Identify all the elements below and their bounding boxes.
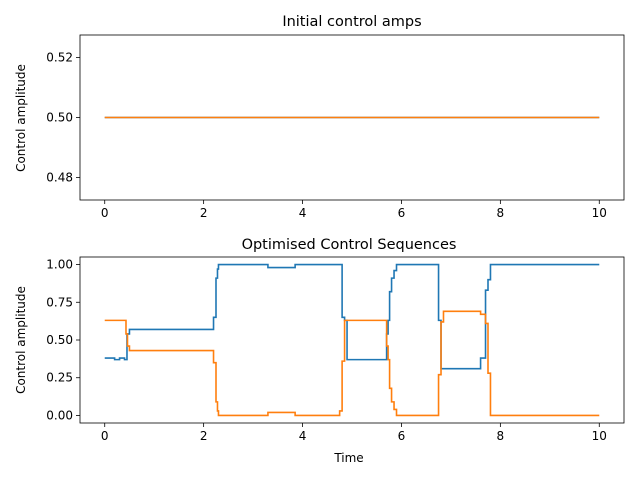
x-tick-label: 4: [299, 429, 307, 443]
x-tick-label: 4: [299, 206, 307, 220]
chart-title-top: Initial control amps: [282, 14, 421, 30]
y-tick-label: 0.48: [46, 171, 73, 185]
x-axis-label-bottom: Time: [333, 451, 363, 465]
plot-area-bottom: [80, 257, 624, 423]
y-tick-label: 0.25: [46, 371, 73, 385]
x-tick-label: 0: [101, 429, 109, 443]
plot-frame-top: [79, 34, 625, 201]
y-tick-label: 0.50: [46, 111, 73, 125]
x-tick-label: 0: [101, 206, 109, 220]
x-tick-label: 8: [497, 206, 505, 220]
x-tick-label: 2: [200, 429, 208, 443]
y-tick-label: 0.50: [46, 333, 73, 347]
chart-top: Initial control amps Control amplitude 0…: [14, 14, 625, 221]
x-tick-label: 10: [592, 206, 607, 220]
x-tick-label: 6: [398, 429, 406, 443]
x-tick-label: 8: [497, 429, 505, 443]
y-tick-label: 0.75: [46, 295, 73, 309]
x-tick-label: 10: [592, 429, 607, 443]
plot-frame-bottom: [79, 256, 625, 424]
x-tick-label: 6: [398, 206, 406, 220]
series-bottom: [104, 263, 600, 417]
x-tick-label: 2: [200, 206, 208, 220]
y-tick-label: 1.00: [46, 258, 73, 272]
chart-title-bottom: Optimised Control Sequences: [242, 237, 457, 253]
y-axis-label-top: Control amplitude: [14, 64, 28, 172]
y-tick-label: 0.52: [46, 51, 73, 65]
ticks-bottom: 0 2 4 6 8 10 0.00 0.25 0.50 0.75 1.00: [46, 258, 607, 443]
y-axis-label-bottom: Control amplitude: [14, 286, 28, 394]
chart-bottom: Optimised Control Sequences Control ampl…: [14, 237, 625, 465]
y-tick-label: 0.00: [46, 408, 73, 422]
ticks-top: 0 2 4 6 8 10 0.48 0.50 0.52: [46, 51, 607, 221]
series-line-2: [104, 310, 600, 417]
